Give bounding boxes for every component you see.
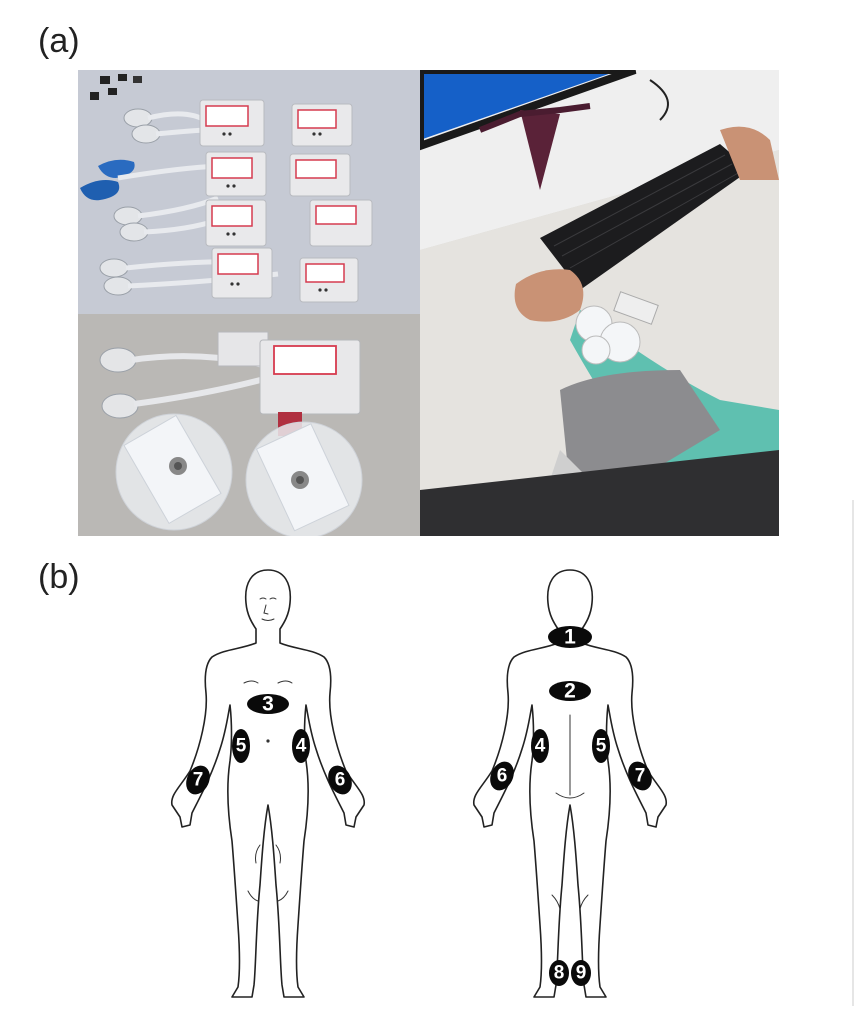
marker-back-2: 2 — [549, 680, 591, 703]
marker-back-1: 1 — [548, 626, 592, 649]
svg-text:7: 7 — [193, 770, 204, 791]
svg-text:6: 6 — [335, 770, 346, 791]
marker-back-8: 8 — [549, 960, 569, 986]
marker-back-5: 5 — [592, 729, 610, 763]
marker-back-7: 7 — [628, 761, 652, 791]
participant-keyboard-photo — [420, 70, 779, 536]
svg-text:4: 4 — [535, 736, 546, 757]
page-edge — [852, 500, 854, 1006]
svg-text:9: 9 — [576, 963, 587, 984]
panel-label-b: (b) — [38, 558, 80, 596]
marker-back-9: 9 — [571, 960, 591, 986]
marker-front-4: 4 — [292, 729, 310, 763]
marker-front-5: 5 — [232, 729, 250, 763]
marker-front-3: 3 — [247, 693, 289, 716]
sensor-units-photo — [78, 70, 420, 314]
svg-text:1: 1 — [564, 626, 576, 649]
sensor-electrode-photo — [78, 314, 420, 536]
marker-back-4: 4 — [531, 729, 549, 763]
marker-back-6: 6 — [490, 761, 514, 791]
svg-text:4: 4 — [296, 736, 307, 757]
svg-text:5: 5 — [596, 736, 607, 757]
svg-text:7: 7 — [635, 766, 646, 787]
marker-front-7: 7 — [186, 765, 210, 795]
panel-label-a: (a) — [38, 22, 80, 60]
svg-text:3: 3 — [262, 693, 274, 716]
svg-text:2: 2 — [564, 680, 576, 703]
marker-front-6: 6 — [328, 765, 352, 795]
electrode-placement-diagram: 3 5 4 7 6 1 2 — [160, 565, 690, 1005]
svg-text:8: 8 — [554, 963, 565, 984]
svg-text:6: 6 — [497, 766, 508, 787]
svg-text:5: 5 — [236, 736, 247, 757]
